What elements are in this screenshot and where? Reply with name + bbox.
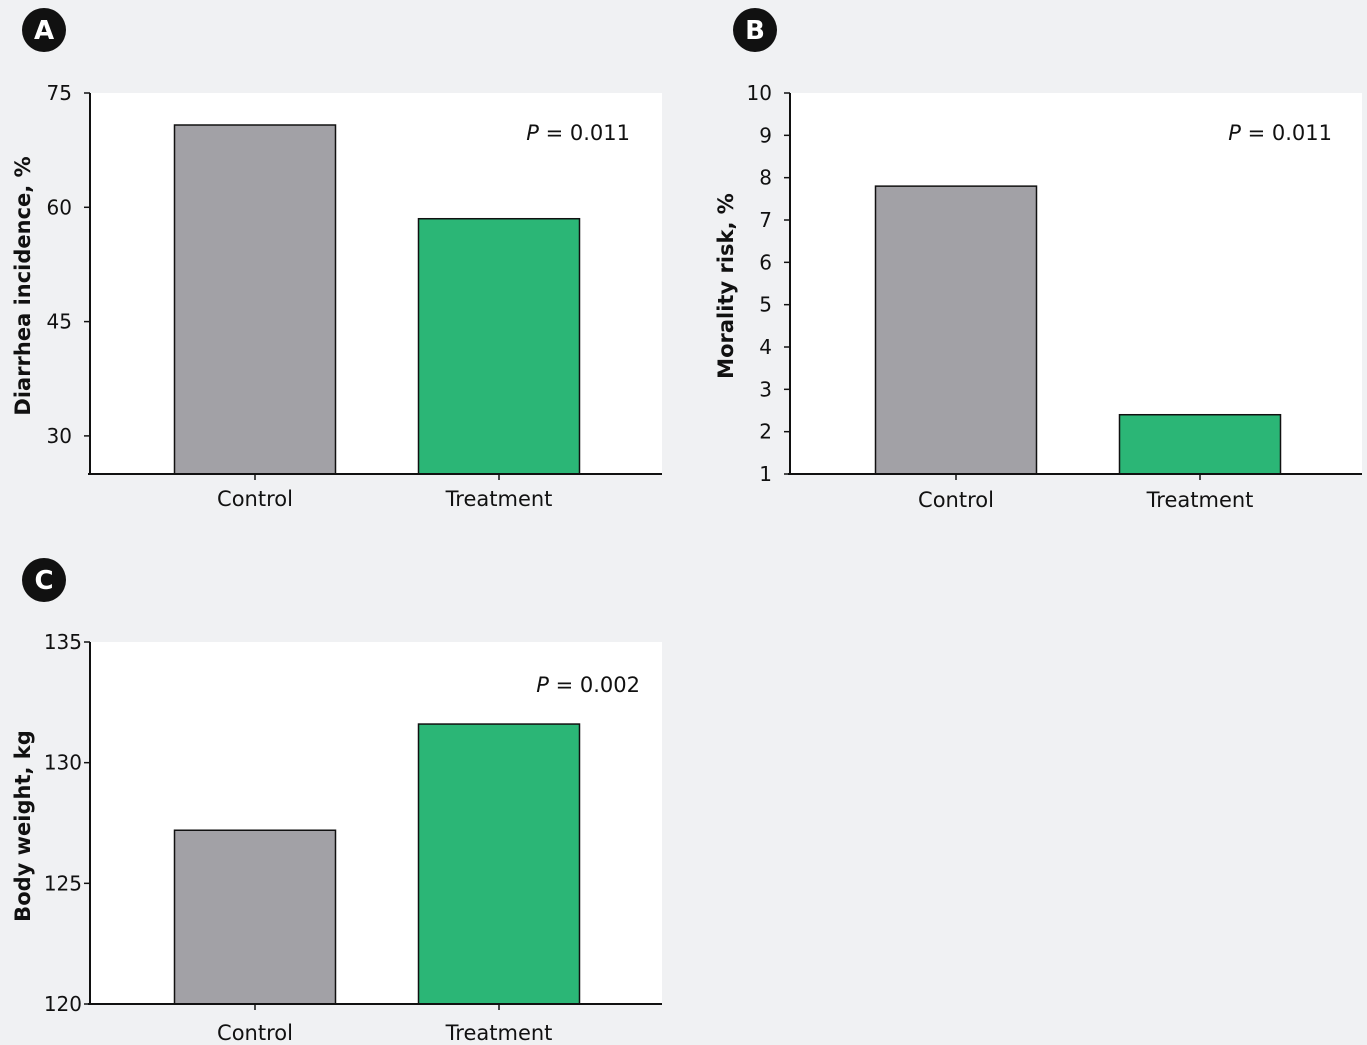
x-tick-label: Control (217, 487, 293, 511)
chart-panel-C: C 120 125 130 135 Control Treatment Body weight… (11, 558, 662, 1045)
y-tick-label: 125 (44, 871, 82, 895)
bar-treatment (1118, 413, 1282, 475)
p-value-annotation: P = 0.002 (536, 673, 640, 697)
p-value-symbol: P (526, 121, 539, 145)
panel-badge: C (22, 558, 66, 602)
chart-panel-A: A 30 45 60 75 Control Treatment Diarrhea incide… (11, 8, 662, 511)
p-value-text: = 0.002 (549, 673, 640, 697)
y-tick-label: 8 (759, 166, 772, 190)
chart-panel-B: B 1 2 3 4 5 6 7 8 9 10 Control Treatment Morality ris… (714, 8, 1362, 512)
bar-treatment (417, 723, 581, 1005)
y-tick-label: 5 (759, 293, 772, 317)
y-axis-title: Morality risk, % (714, 193, 738, 379)
y-tick-label: 7 (759, 208, 772, 232)
bar-control (874, 185, 1038, 475)
y-axis-title: Diarrhea incidence, % (11, 156, 35, 415)
y-tick-label: 120 (44, 992, 82, 1016)
y-axis-title: Body weight, kg (11, 730, 35, 922)
panel-badge-circle (22, 8, 66, 52)
p-value-symbol: P (536, 673, 549, 697)
x-tick-label: Control (217, 1021, 293, 1045)
bar-control (173, 829, 337, 1005)
y-tick-label: 75 (47, 81, 72, 105)
panel-badge: A (22, 8, 66, 52)
panel-label: B (745, 16, 765, 46)
x-tick-label: Control (918, 488, 994, 512)
y-tick-label: 1 (759, 462, 772, 486)
p-value-text: = 0.011 (539, 121, 630, 145)
x-tick-label: Treatment (445, 487, 553, 511)
p-value-text: = 0.011 (1241, 121, 1332, 145)
y-tick-label: 130 (44, 751, 82, 775)
y-tick-label: 60 (47, 195, 72, 219)
bar-control (173, 124, 337, 475)
p-value-annotation: P = 0.011 (526, 121, 630, 145)
bar-treatment (417, 217, 581, 475)
panel-badge: B (733, 8, 777, 52)
x-tick-label: Treatment (1146, 488, 1254, 512)
panel-badge-circle (733, 8, 777, 52)
y-tick-label: 6 (759, 250, 772, 274)
y-tick-label: 9 (759, 123, 772, 147)
y-tick-label: 135 (44, 630, 82, 654)
panel-badge-circle (22, 558, 66, 602)
y-tick-label: 45 (47, 310, 72, 334)
panel-label: C (34, 566, 53, 596)
y-tick-label: 10 (747, 81, 772, 105)
p-value-symbol: P (1228, 121, 1241, 145)
panel-label: A (34, 16, 54, 46)
p-value-annotation: P = 0.011 (1228, 121, 1332, 145)
y-tick-label: 4 (759, 335, 772, 359)
x-tick-label: Treatment (445, 1021, 553, 1045)
y-tick-label: 2 (759, 420, 772, 444)
y-tick-label: 3 (759, 377, 772, 401)
y-tick-label: 30 (47, 424, 72, 448)
